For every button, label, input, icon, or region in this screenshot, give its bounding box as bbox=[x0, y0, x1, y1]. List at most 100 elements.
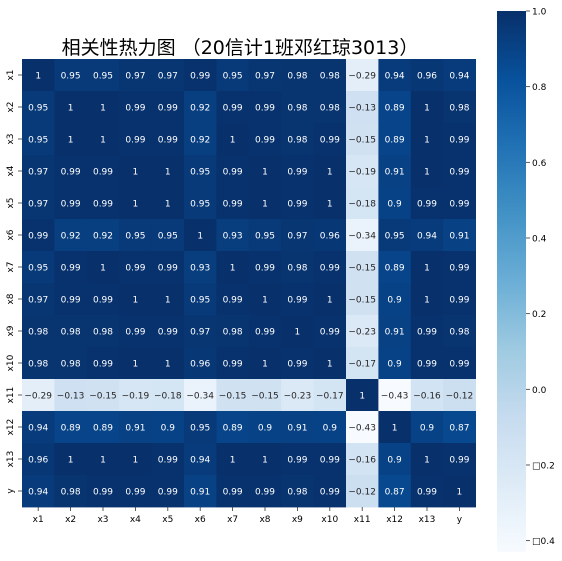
heatmap-cell bbox=[346, 91, 379, 124]
cell-value-label: 1 bbox=[327, 296, 333, 306]
heatmap-cell bbox=[22, 475, 55, 508]
cell-value-label: 0.95 bbox=[93, 72, 113, 82]
heatmap-cell bbox=[119, 347, 152, 380]
cell-value-label: −0.13 bbox=[57, 392, 85, 402]
heatmap-cell bbox=[22, 283, 55, 316]
heatmap-cell bbox=[216, 251, 250, 284]
heatmap-cell bbox=[151, 155, 185, 188]
cell-value-label: 1 bbox=[327, 168, 333, 178]
cell-value-label: 0.9 bbox=[420, 424, 435, 434]
cell-value-label: 0.99 bbox=[320, 264, 340, 274]
cell-value-label: 0.99 bbox=[287, 200, 307, 210]
cell-value-label: 0.99 bbox=[158, 264, 178, 274]
heatmap-cell bbox=[346, 315, 379, 348]
cell-value-label: 0.91 bbox=[125, 424, 145, 434]
heatmap-cell bbox=[346, 155, 379, 188]
heatmap-cell bbox=[216, 155, 250, 188]
heatmap-cell bbox=[281, 379, 314, 412]
heatmap-cell bbox=[151, 443, 185, 476]
cell-value-label: 0.9 bbox=[387, 456, 402, 466]
x-tick-label: x2 bbox=[65, 515, 76, 525]
heatmap-cell bbox=[346, 379, 379, 412]
heatmap-cell bbox=[22, 443, 55, 476]
cell-value-label: 0.99 bbox=[287, 456, 307, 466]
heatmap-cell bbox=[86, 155, 120, 188]
cell-value-label: −0.17 bbox=[316, 392, 344, 402]
heatmap-cell bbox=[151, 475, 185, 508]
cell-value-label: 0.94 bbox=[28, 488, 48, 498]
heatmap-cell bbox=[443, 475, 476, 508]
heatmap-cell bbox=[248, 187, 282, 220]
cell-value-label: 1 bbox=[392, 424, 398, 434]
cell-value-label: 0.92 bbox=[61, 232, 81, 242]
cell-value-label: 1 bbox=[133, 296, 139, 306]
heatmap-cell bbox=[216, 347, 250, 380]
cell-value-label: 0.99 bbox=[28, 232, 48, 242]
cell-value-label: 0.91 bbox=[449, 232, 469, 242]
cell-value-label: 0.9 bbox=[161, 424, 176, 434]
cell-value-label: 0.99 bbox=[320, 488, 340, 498]
cell-value-label: 0.87 bbox=[385, 488, 405, 498]
cell-value-label: 1 bbox=[165, 360, 171, 370]
heatmap-cell bbox=[184, 251, 217, 284]
heatmap-cell bbox=[281, 347, 314, 380]
heatmap-cell bbox=[346, 219, 379, 252]
colorbar-tick-label: 0.0 bbox=[532, 386, 547, 396]
heatmap-cell bbox=[313, 251, 347, 284]
x-tick-label: x6 bbox=[195, 515, 206, 525]
heatmap-cell bbox=[54, 251, 88, 284]
cell-value-label: 0.99 bbox=[417, 328, 437, 338]
cell-value-label: 0.89 bbox=[223, 424, 243, 434]
cell-value-label: 1 bbox=[100, 104, 106, 114]
cell-value-label: 0.91 bbox=[385, 328, 405, 338]
heatmap-cell bbox=[216, 411, 250, 444]
cell-value-label: 0.89 bbox=[93, 424, 113, 434]
colorbar-tick-label: 0.4 bbox=[532, 234, 547, 244]
cell-value-label: 0.97 bbox=[255, 72, 275, 82]
heatmap-cell bbox=[410, 475, 444, 508]
cell-value-label: 0.98 bbox=[28, 328, 48, 338]
x-tick-label: x4 bbox=[130, 515, 141, 525]
heatmap-cell bbox=[54, 379, 88, 412]
cell-value-label: 0.94 bbox=[385, 72, 405, 82]
cell-value-label: 0.9 bbox=[258, 424, 273, 434]
heatmap-cell bbox=[248, 155, 282, 188]
heatmap-cell bbox=[410, 283, 444, 316]
heatmap-cell bbox=[443, 283, 476, 316]
heatmap-cell bbox=[216, 283, 250, 316]
cell-value-label: 0.89 bbox=[61, 424, 81, 434]
cell-value-label: 1 bbox=[262, 200, 268, 210]
heatmap-cell bbox=[119, 411, 152, 444]
colorbar-tick-label: 0.6 bbox=[532, 159, 547, 169]
cell-value-label: 0.95 bbox=[28, 264, 48, 274]
cell-value-label: 1 bbox=[327, 360, 333, 370]
heatmap-cell bbox=[54, 123, 88, 156]
heatmap-cell bbox=[378, 379, 412, 412]
cell-value-label: −0.43 bbox=[381, 392, 409, 402]
heatmap-cell bbox=[346, 411, 379, 444]
cell-value-label: 0.95 bbox=[190, 168, 210, 178]
cell-value-label: 1 bbox=[133, 456, 139, 466]
colorbar-tick-label: 0.2 bbox=[532, 310, 546, 320]
heatmap-cell bbox=[119, 251, 152, 284]
cell-value-label: 1 bbox=[230, 264, 236, 274]
cell-value-label: 0.92 bbox=[93, 232, 113, 242]
heatmap-cell bbox=[410, 379, 444, 412]
heatmap-cell bbox=[86, 123, 120, 156]
heatmap-cell bbox=[216, 91, 250, 124]
cell-value-label: 0.98 bbox=[320, 104, 340, 114]
cell-value-label: 0.99 bbox=[320, 136, 340, 146]
heatmap-cell bbox=[54, 155, 88, 188]
heatmap-cell bbox=[313, 59, 347, 92]
heatmap-cell bbox=[378, 283, 412, 316]
heatmap-cell bbox=[378, 443, 412, 476]
cell-value-label: −0.17 bbox=[348, 360, 376, 370]
heatmap-cell bbox=[410, 347, 444, 380]
cell-value-label: 0.99 bbox=[158, 328, 178, 338]
cell-value-label: −0.12 bbox=[446, 392, 474, 402]
heatmap-cell bbox=[22, 59, 55, 92]
cell-value-label: 0.99 bbox=[320, 456, 340, 466]
heatmap-cell bbox=[346, 283, 379, 316]
heatmap-cell bbox=[410, 411, 444, 444]
heatmap-cell bbox=[119, 59, 152, 92]
